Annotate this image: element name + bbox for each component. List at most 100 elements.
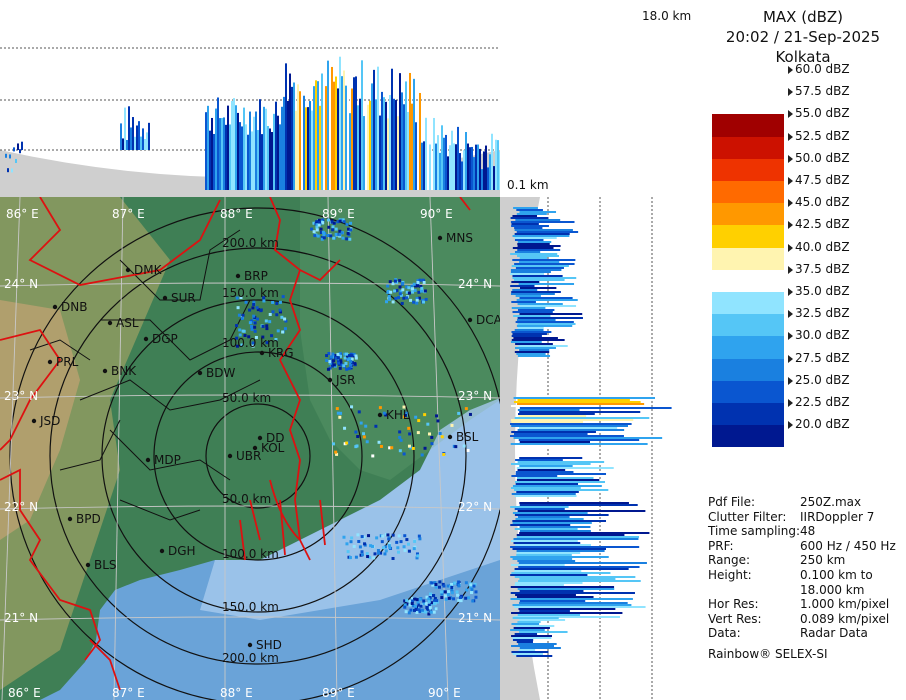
echo-row (514, 351, 550, 353)
color-scale-step: 20.0 dBZ (700, 417, 906, 448)
echo-column (495, 139, 497, 190)
echo-pixel (346, 354, 350, 358)
echo-column (231, 100, 233, 190)
echo-column (205, 112, 207, 190)
echo-row (512, 259, 576, 261)
echo-column (275, 101, 277, 190)
scale-tick-icon (788, 177, 793, 185)
echo-row (517, 245, 561, 247)
echo-row (516, 231, 579, 233)
scale-tick-icon (788, 399, 793, 407)
echo-pixel (393, 289, 397, 293)
echo-column (122, 138, 124, 150)
echo-row (517, 399, 630, 401)
echo-row (511, 265, 569, 267)
echo-column (255, 111, 257, 190)
echo-row (514, 576, 636, 578)
echo-row (513, 542, 581, 544)
station-label: DNB (61, 300, 87, 314)
echo-column (435, 143, 437, 190)
color-swatch (712, 425, 784, 448)
station-dot-icon (85, 562, 91, 568)
echo-pixel (464, 407, 468, 411)
echo-pixel (407, 611, 411, 615)
echo-pixel (396, 546, 400, 550)
metadata-value: 1.000 km/pixel (800, 597, 890, 612)
echo-column (407, 111, 409, 190)
echo-row (516, 536, 640, 538)
scale-tick-icon (788, 243, 793, 252)
echo-row (514, 514, 609, 516)
metadata-key: Time sampling: (708, 524, 801, 539)
echo-pixel (399, 540, 403, 544)
echo-pixel (369, 544, 373, 548)
echo-column (17, 143, 19, 150)
echo-row (514, 633, 538, 635)
radar-map[interactable]: 50.0 km 100.0 km 150.0 km 200.0 km 50.0 … (0, 197, 500, 700)
echo-pixel (345, 367, 349, 371)
top-cross-section-panel (0, 0, 501, 197)
echo-pixel (279, 310, 283, 314)
echo-pixel (418, 609, 422, 613)
echo-column (303, 95, 305, 190)
echo-pixel (236, 306, 240, 310)
echo-column (379, 115, 381, 190)
echo-row (511, 431, 596, 433)
echo-row (511, 572, 611, 574)
echo-pixel (409, 446, 413, 450)
lat-label: 21° N (4, 611, 38, 625)
echo-column (219, 118, 221, 190)
echo-pixel (315, 223, 319, 227)
echo-row (511, 623, 540, 625)
echo-pixel (388, 546, 392, 550)
echo-pixel (416, 431, 420, 435)
echo-column (417, 119, 419, 190)
echo-pixel (320, 236, 324, 240)
echo-pixel (457, 411, 461, 415)
echo-pixel (432, 610, 436, 614)
echo-pixel (362, 535, 366, 539)
color-scale-step: 32.5 dBZ (700, 306, 906, 337)
echo-row (514, 528, 578, 530)
echo-column (337, 88, 339, 190)
station-label: DD (266, 431, 284, 445)
echo-pixel (435, 414, 439, 418)
echo-pixel (407, 426, 411, 430)
echo-pixel (469, 591, 473, 595)
echo-row (519, 261, 560, 263)
echo-pixel (434, 585, 438, 589)
echo-pixel (434, 607, 438, 611)
echo-pixel (339, 411, 343, 415)
echo-pixel (418, 278, 422, 282)
echo-column (223, 117, 225, 190)
echo-column (329, 84, 331, 190)
echo-pixel (235, 324, 239, 328)
echo-column (477, 144, 479, 190)
lon-label: 90° E (428, 686, 461, 700)
echo-pixel (379, 551, 383, 555)
echo-pixel (283, 327, 287, 331)
echo-pixel (398, 449, 402, 453)
scale-tick-icon (788, 110, 793, 119)
echo-pixel (398, 285, 402, 289)
echo-pixel (351, 361, 355, 365)
echo-column (233, 98, 235, 190)
echo-pixel (360, 550, 364, 554)
station-label: BLS (94, 558, 117, 572)
echo-pixel (408, 599, 412, 603)
echo-pixel (334, 354, 338, 358)
scale-label: 50.0 dBZ (795, 150, 850, 165)
echo-column (481, 169, 483, 190)
lat-label: 23° N (458, 389, 492, 403)
echo-row (516, 299, 578, 301)
echo-column (433, 117, 435, 190)
echo-column (399, 73, 401, 190)
lon-label: 87° E (112, 207, 145, 221)
echo-pixel (329, 234, 333, 238)
echo-row (517, 255, 560, 257)
echo-row (512, 604, 632, 606)
lat-label: 23° N (4, 389, 38, 403)
echo-column (335, 76, 337, 190)
echo-pixel (326, 218, 330, 222)
echo-pixel (345, 542, 349, 546)
